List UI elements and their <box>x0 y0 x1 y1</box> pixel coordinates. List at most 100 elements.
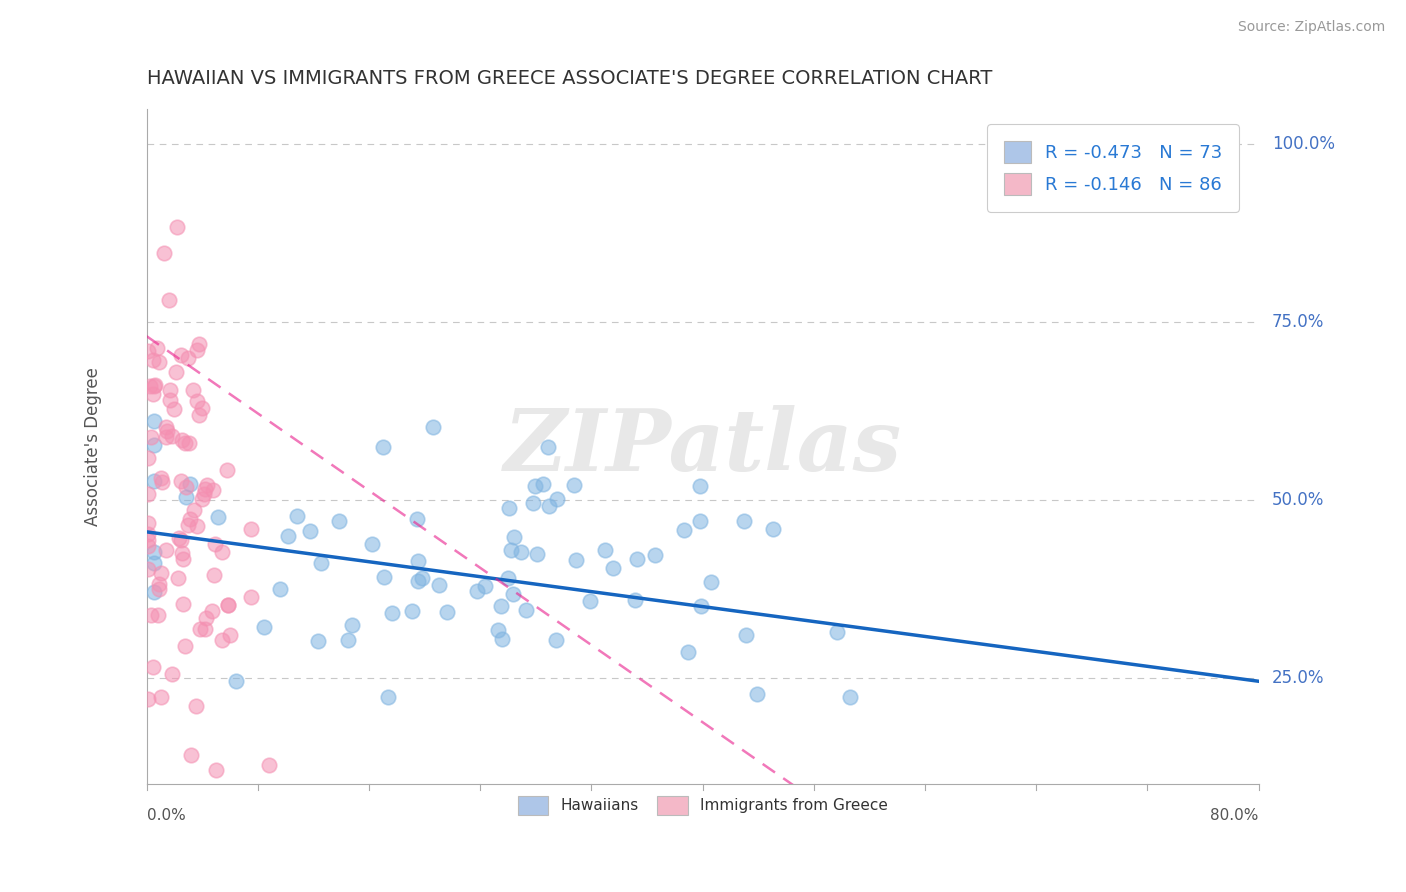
Point <box>689 514 711 528</box>
Point <box>148 607 170 622</box>
Point <box>136 692 159 706</box>
Point <box>180 748 202 763</box>
Point <box>179 436 201 450</box>
Point <box>207 509 229 524</box>
Point <box>411 571 433 585</box>
Point <box>179 476 201 491</box>
Point <box>436 605 458 619</box>
Point <box>204 763 226 777</box>
Point <box>165 366 187 380</box>
Point <box>142 584 165 599</box>
Text: Source: ZipAtlas.com: Source: ZipAtlas.com <box>1237 20 1385 34</box>
Point <box>522 496 544 510</box>
Point <box>218 627 240 641</box>
Text: HAWAIIAN VS IMMIGRANTS FROM GREECE ASSOCIATE'S DEGREE CORRELATION CHART: HAWAIIAN VS IMMIGRANTS FROM GREECE ASSOC… <box>146 69 993 87</box>
Point <box>491 599 513 613</box>
Point <box>136 540 159 554</box>
Point <box>733 514 755 528</box>
Point <box>157 293 180 307</box>
Text: 0.0%: 0.0% <box>146 808 186 823</box>
Point <box>150 690 173 704</box>
Text: 50.0%: 50.0% <box>1272 491 1324 508</box>
Point <box>498 500 520 515</box>
Point <box>150 475 173 489</box>
Point <box>142 545 165 559</box>
Point <box>510 545 533 559</box>
Point <box>735 628 758 642</box>
Point <box>401 604 423 618</box>
Point <box>156 424 179 438</box>
Point <box>160 429 183 443</box>
Point <box>747 688 769 702</box>
Point <box>149 471 172 485</box>
Point <box>406 554 429 568</box>
Point <box>277 529 299 543</box>
Point <box>544 633 567 648</box>
Point <box>142 353 165 368</box>
Point <box>142 414 165 428</box>
Point <box>593 542 616 557</box>
Point <box>381 606 404 620</box>
Point <box>496 571 519 585</box>
Point <box>163 402 186 417</box>
Point <box>155 543 177 558</box>
Point <box>136 526 159 541</box>
Point <box>179 511 201 525</box>
Point <box>186 518 208 533</box>
Point <box>336 633 359 648</box>
Point <box>170 533 193 548</box>
Point <box>145 378 167 392</box>
Point <box>309 557 332 571</box>
Point <box>146 341 169 355</box>
Point <box>201 483 224 497</box>
Point <box>142 557 165 571</box>
Point <box>373 570 395 584</box>
Point <box>155 430 177 444</box>
Point <box>186 343 208 358</box>
Point <box>562 477 585 491</box>
Point <box>503 530 526 544</box>
Point <box>191 491 214 506</box>
Text: Associate's Degree: Associate's Degree <box>84 367 103 526</box>
Text: 75.0%: 75.0% <box>1272 313 1324 331</box>
Point <box>676 645 699 659</box>
Point <box>177 351 200 365</box>
Point <box>191 401 214 415</box>
Point <box>565 553 588 567</box>
Point <box>240 522 263 536</box>
Point <box>142 386 165 401</box>
Point <box>136 562 159 576</box>
Point <box>217 598 239 612</box>
Point <box>136 451 159 466</box>
Point <box>465 583 488 598</box>
Point <box>170 474 193 488</box>
Point <box>155 420 177 434</box>
Point <box>195 478 218 492</box>
Point <box>546 492 568 507</box>
Point <box>269 582 291 597</box>
Point <box>579 594 602 608</box>
Point <box>700 574 723 589</box>
Point <box>406 512 429 526</box>
Point <box>194 611 217 625</box>
Point <box>160 666 183 681</box>
Point <box>225 673 247 688</box>
Point <box>502 587 524 601</box>
Point <box>239 591 262 605</box>
Point <box>474 579 496 593</box>
Point <box>194 482 217 496</box>
Point <box>644 548 666 562</box>
Point <box>299 524 322 538</box>
Point <box>689 599 711 613</box>
Point <box>174 480 197 494</box>
Point <box>167 571 190 585</box>
Point <box>159 392 181 407</box>
Point <box>136 487 159 501</box>
Point <box>361 537 384 551</box>
Point <box>531 476 554 491</box>
Point <box>138 378 160 392</box>
Point <box>211 544 233 558</box>
Point <box>204 536 226 550</box>
Point <box>186 698 208 713</box>
Point <box>624 592 647 607</box>
